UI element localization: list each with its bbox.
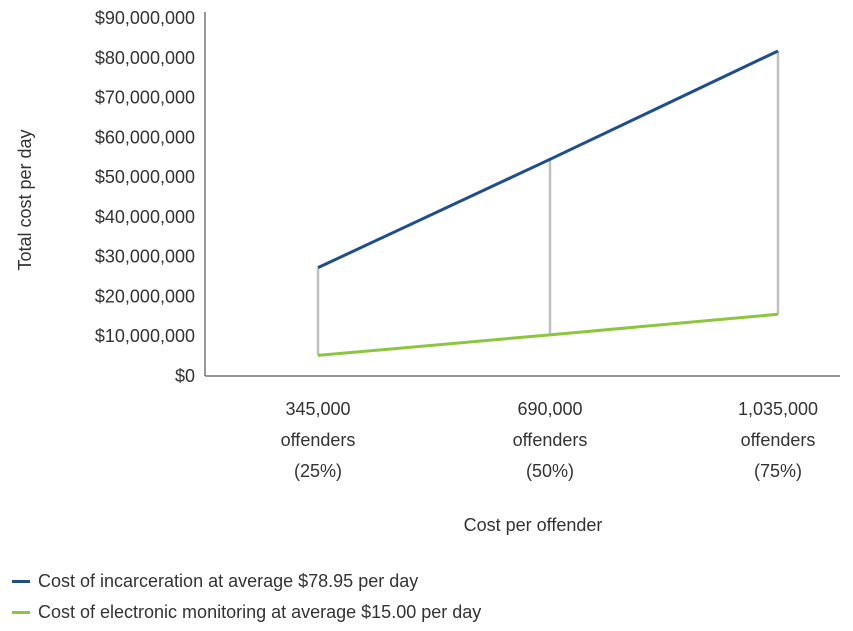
electronic-monitoring-series-line [317, 312, 779, 357]
y-tick-label: $70,000,000 [95, 88, 195, 108]
y-tick-label: $80,000,000 [95, 48, 195, 68]
y-tick-label: $90,000,000 [95, 8, 195, 28]
legend-item-incarceration: Cost of incarceration at average $78.95 … [12, 566, 481, 597]
y-tick-label: $40,000,000 [95, 207, 195, 227]
legend-swatch-electronic-monitoring [12, 611, 30, 614]
y-tick-label: $60,000,000 [95, 127, 195, 147]
legend: Cost of incarceration at average $78.95 … [12, 566, 481, 628]
x-axis-ticks: 345,000 offenders (25%) 690,000 offenders (50… [281, 399, 818, 481]
legend-label-incarceration: Cost of incarceration at average $78.95 … [38, 571, 419, 591]
y-tick-label: $30,000,000 [95, 247, 195, 267]
y-tick-label: $20,000,000 [95, 286, 195, 306]
x-tick-label: 1,035,000 offenders (75%) [738, 399, 818, 481]
y-tick-label: $10,000,000 [95, 326, 195, 346]
y-tick-label: $50,000,000 [95, 167, 195, 187]
y-tick-label: $0 [175, 366, 195, 386]
legend-label-electronic-monitoring: Cost of electronic monitoring at average… [38, 602, 482, 622]
drop-lines [316, 50, 780, 356]
chart: $0 $10,000,000 $20,000,000 $30,000,000 $40,0… [15, 8, 840, 535]
y-axis-title: Total cost per day [15, 129, 35, 270]
legend-item-electronic-monitoring: Cost of electronic monitoring at average… [12, 597, 481, 628]
incarceration-series-line [317, 49, 779, 270]
y-axis-ticks: $0 $10,000,000 $20,000,000 $30,000,000 $40,0… [95, 8, 195, 386]
legend-swatch-incarceration [12, 580, 30, 583]
series-lines [317, 49, 779, 357]
x-tick-label: 690,000 offenders (50%) [513, 399, 588, 481]
x-tick-label: 345,000 offenders (25%) [281, 399, 356, 481]
x-axis-title: Cost per offender [464, 515, 603, 535]
